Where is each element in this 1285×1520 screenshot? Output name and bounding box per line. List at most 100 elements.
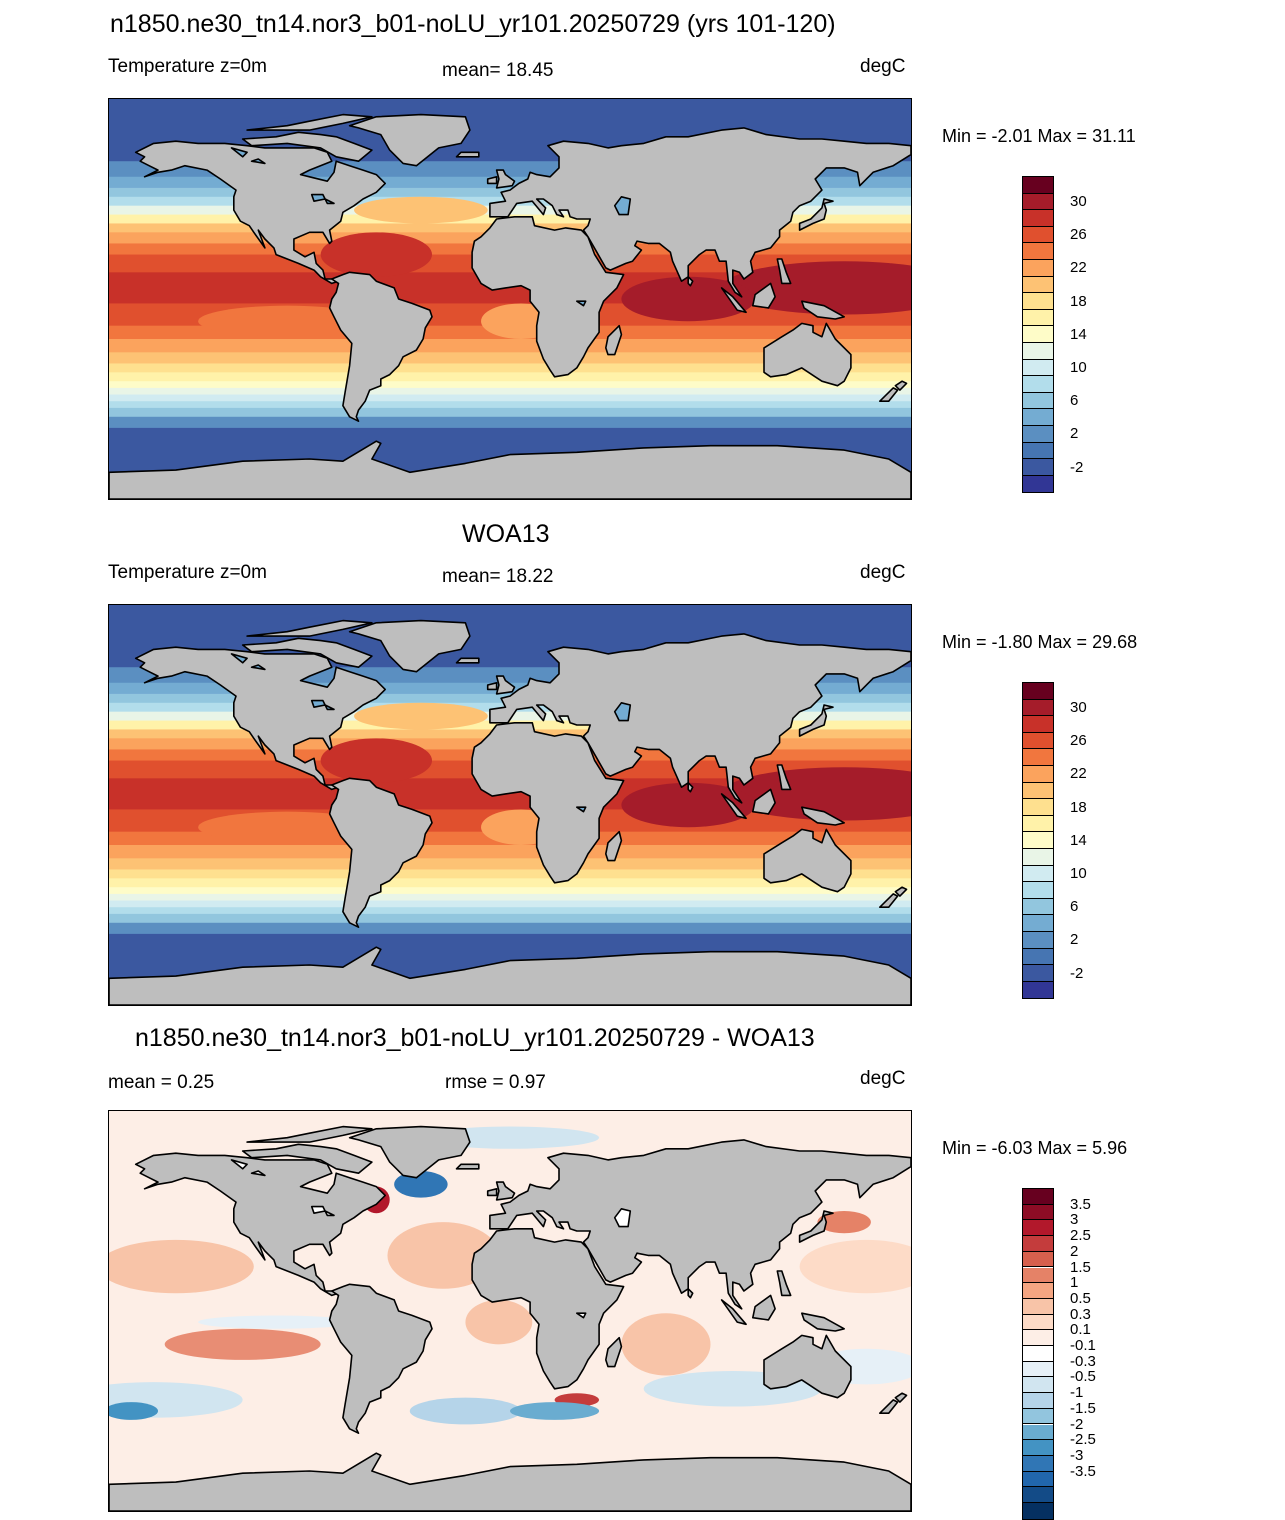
colorbar-tick-label: 26 xyxy=(1070,226,1087,244)
land-polygon xyxy=(800,1312,846,1332)
mean-label: mean= 18.45 xyxy=(442,60,554,81)
colorbar-tick-label: 0.5 xyxy=(1070,1289,1091,1307)
land-polygon xyxy=(230,653,248,664)
field-anomaly xyxy=(354,702,488,730)
colorbar xyxy=(1022,176,1054,494)
colorbar-tick-label: -0.1 xyxy=(1070,1337,1096,1354)
land-polygon xyxy=(878,893,899,909)
colorbar-swatch xyxy=(1023,260,1053,277)
units-label: degC xyxy=(860,1068,906,1089)
land-polygon xyxy=(763,1334,852,1399)
colorbar-tick-label: 2 xyxy=(1070,931,1079,949)
land-polygon xyxy=(310,1205,335,1217)
colorbar-swatch xyxy=(1023,1267,1053,1284)
land-polygon xyxy=(348,1125,471,1179)
field-anomaly xyxy=(387,1222,499,1289)
temperature-band xyxy=(109,878,911,888)
colorbar-swatch xyxy=(1023,459,1053,476)
colorbar-tick-label: 3 xyxy=(1070,1211,1079,1229)
field-anomaly xyxy=(409,1397,522,1425)
field-anomaly xyxy=(817,1211,871,1234)
temperature-band xyxy=(109,893,911,902)
colorbar-tick-label: -2.5 xyxy=(1070,1431,1096,1449)
land-polygon xyxy=(798,1210,834,1243)
colorbar-swatch xyxy=(1023,1455,1053,1472)
land-polygon xyxy=(241,131,373,163)
land-polygon xyxy=(495,1181,516,1201)
colorbar-swatch xyxy=(1023,1471,1053,1488)
colorbar-swatch xyxy=(1023,815,1053,833)
mean-label: mean= 18.22 xyxy=(442,566,554,587)
colorbar-swatch xyxy=(1023,376,1053,393)
land-polygon xyxy=(109,440,911,499)
land-polygon xyxy=(613,1208,632,1228)
land-polygon xyxy=(575,300,587,307)
min-max-label: Min = -6.03 Max = 5.96 xyxy=(942,1138,1128,1158)
land-polygon xyxy=(776,764,792,791)
colorbar-tick-label: 18 xyxy=(1070,798,1087,816)
colorbar-swatch xyxy=(1023,716,1053,733)
field-anomaly xyxy=(164,1328,321,1360)
field-anomaly xyxy=(109,1239,254,1294)
colorbar-swatch xyxy=(1023,426,1053,443)
sst-map xyxy=(108,98,912,500)
units-label: degC xyxy=(860,56,906,77)
land-polygon xyxy=(800,300,846,320)
temperature-band xyxy=(109,900,911,908)
rmse-label: rmse = 0.97 xyxy=(445,1072,546,1093)
land-polygon xyxy=(751,282,776,309)
temperature-band xyxy=(109,394,911,402)
colorbar-swatch xyxy=(1023,1220,1053,1237)
colorbar-tick-label: 26 xyxy=(1070,732,1087,750)
temperature-band xyxy=(109,401,911,409)
land-polygon xyxy=(230,1159,248,1170)
land-polygon xyxy=(230,147,248,158)
land-polygon xyxy=(134,646,387,791)
land-polygon xyxy=(687,276,694,287)
land-polygon xyxy=(687,782,694,793)
colorbar-swatch xyxy=(1023,1408,1053,1425)
land-polygon xyxy=(878,1399,899,1415)
land-polygon xyxy=(894,380,908,391)
colorbar-tick-label: 30 xyxy=(1070,192,1087,210)
temperature-band xyxy=(109,922,911,935)
colorbar-swatch xyxy=(1023,683,1053,700)
land-polygon xyxy=(751,1294,776,1321)
colorbar-tick-label: 22 xyxy=(1070,765,1087,783)
land-polygon xyxy=(720,793,747,820)
colorbar-tick-label: 0.3 xyxy=(1070,1305,1091,1323)
land-polygon xyxy=(241,1143,373,1175)
colorbar-tick-label: 6 xyxy=(1070,898,1079,916)
temperature-band xyxy=(109,416,911,429)
colorbar-swatch xyxy=(1023,392,1053,410)
colorbar-tick-label: -3 xyxy=(1070,1446,1084,1464)
land-polygon xyxy=(328,1283,433,1435)
land-polygon xyxy=(604,1336,623,1368)
colorbar-tick-label: 14 xyxy=(1070,325,1087,343)
land-polygon xyxy=(800,806,846,826)
colorbar-swatch xyxy=(1023,932,1053,949)
land-polygon xyxy=(348,113,471,167)
colorbar-swatch xyxy=(1023,1503,1053,1519)
land-polygon xyxy=(575,806,587,813)
land-polygon xyxy=(495,169,516,189)
land-polygon xyxy=(894,1392,908,1403)
land-polygon xyxy=(250,158,266,165)
sst-map xyxy=(108,604,912,1006)
colorbar-tick-label: 2 xyxy=(1070,1242,1079,1260)
colorbar-tick-label: 6 xyxy=(1070,392,1079,410)
land-polygon xyxy=(486,682,498,691)
colorbar-swatch xyxy=(1023,343,1053,360)
colorbar-swatch xyxy=(1023,981,1053,999)
colorbar-tick-label: 30 xyxy=(1070,698,1087,716)
field-anomaly xyxy=(354,196,488,224)
colorbar-swatch xyxy=(1023,1424,1053,1441)
field-anomaly xyxy=(198,1315,355,1329)
field-anomaly xyxy=(394,1171,448,1198)
colorbar-swatch xyxy=(1023,1361,1053,1378)
colorbar-swatch xyxy=(1023,1330,1053,1346)
land-polygon xyxy=(250,1170,266,1177)
colorbar-swatch xyxy=(1023,732,1053,750)
land-polygon xyxy=(109,1452,911,1511)
field-anomaly xyxy=(109,1402,159,1420)
